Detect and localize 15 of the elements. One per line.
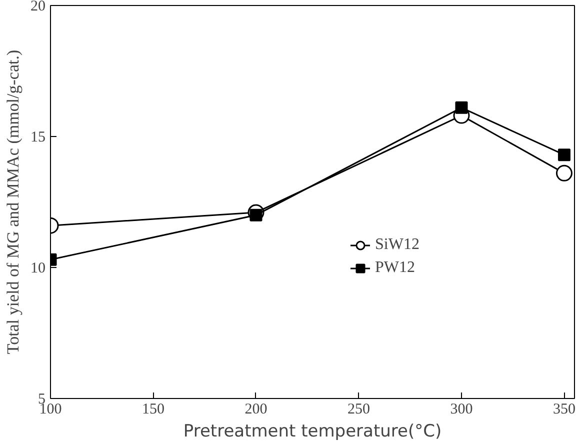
point	[455, 101, 468, 114]
x-tick-label: 350	[552, 402, 576, 418]
y-tick-label: 20	[30, 0, 46, 14]
x-tick-label: 200	[244, 402, 268, 418]
y-tick-label: 15	[30, 130, 46, 146]
legend-label: SiW12	[375, 236, 420, 254]
legend-label: PW12	[375, 259, 415, 277]
point	[558, 148, 570, 162]
y-axis-title: Total yield of MG and MMAc (mmol/g-cat.)	[4, 50, 22, 354]
x-tick-label: 250	[347, 402, 370, 418]
x-axis-title: Pretreatment temperature(°C)	[183, 422, 442, 442]
x-tick-label: 150	[142, 402, 164, 418]
point	[556, 164, 572, 182]
y-tick-label: 10	[30, 260, 46, 276]
x-tick-label: 300	[450, 402, 473, 418]
